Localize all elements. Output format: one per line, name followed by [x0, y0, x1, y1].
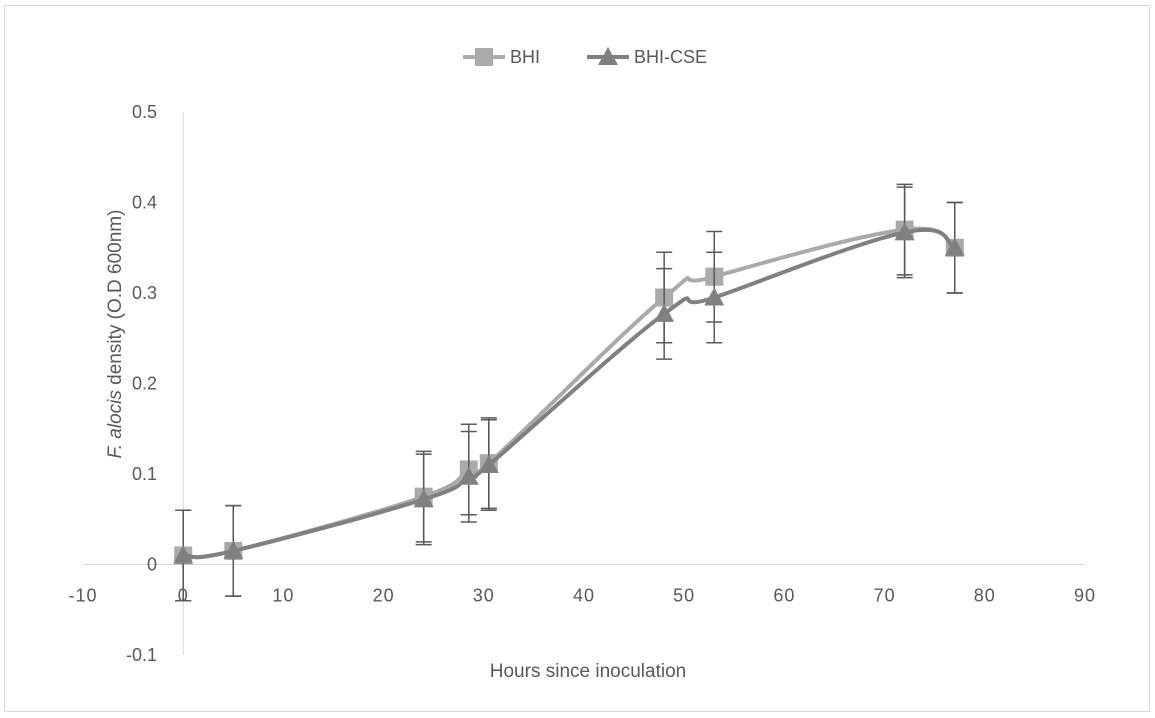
data-point-triangle [413, 489, 434, 508]
legend-item-bhi: BHI [463, 47, 540, 67]
y-axis-title-italic: F. alocis [105, 390, 126, 459]
legend-marker-square [475, 48, 493, 66]
data-point-triangle [173, 545, 194, 564]
y-tick-label: 0.5 [132, 102, 157, 122]
legend-label: BHI [510, 47, 540, 67]
legend-item-bhi-cse: BHI-CSE [587, 47, 707, 67]
y-tick-label: 0 [147, 555, 157, 575]
y-axis-title-rest: density (O.D 600nm) [105, 210, 126, 391]
x-tick-label: 30 [473, 586, 495, 606]
legend-marker-triangle [598, 47, 618, 65]
data-point-triangle [704, 287, 725, 306]
y-tick-label: 0.2 [132, 374, 157, 394]
y-tick-label: 0.4 [132, 193, 157, 213]
x-tick-label: 10 [272, 586, 294, 606]
x-tick-label: 20 [373, 586, 395, 606]
legend: BHI BHI-CSE [463, 47, 707, 67]
series-bhi-cse [173, 186, 965, 602]
data-point-triangle [223, 540, 244, 559]
axes: -100102030405060708090-0.100.10.20.30.40… [68, 102, 1096, 665]
x-axis-title: Hours since inoculation [490, 661, 686, 682]
y-axis-title: F. alocis density (O.D 600nm) [105, 210, 126, 459]
data-point-triangle [894, 222, 915, 241]
x-tick-label: 40 [573, 586, 595, 606]
plot-area [173, 183, 965, 602]
x-tick-label: 50 [673, 586, 695, 606]
y-tick-label: 0.1 [132, 464, 157, 484]
x-tick-label: 60 [773, 586, 795, 606]
legend-label: BHI-CSE [634, 47, 707, 67]
x-tick-label: 80 [974, 586, 996, 606]
y-tick-label: -0.1 [126, 645, 157, 665]
x-tick-label: 90 [1074, 586, 1096, 606]
data-point-triangle [944, 237, 965, 256]
data-point-triangle [654, 303, 675, 322]
x-tick-label: -10 [68, 586, 97, 606]
data-point-triangle [458, 466, 479, 485]
data-point-triangle [478, 454, 499, 473]
x-tick-label: 70 [874, 586, 896, 606]
series-line [183, 227, 956, 560]
y-tick-label: 0.3 [132, 283, 157, 303]
